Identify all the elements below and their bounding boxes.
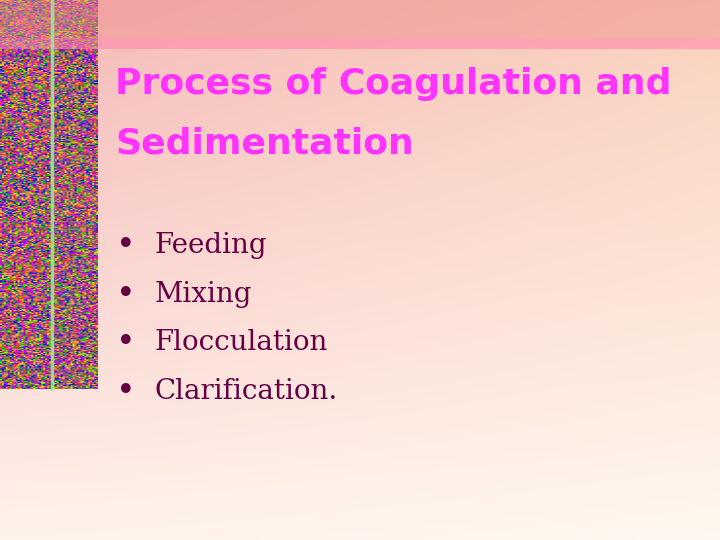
Text: Clarification.: Clarification.: [155, 378, 338, 405]
Bar: [0, 38, 720, 49]
Text: Sedimentation: Sedimentation: [115, 126, 414, 160]
Text: Mixing: Mixing: [155, 281, 252, 308]
Text: •: •: [116, 326, 136, 360]
Text: Feeding: Feeding: [155, 232, 267, 259]
Text: •: •: [116, 278, 136, 311]
Text: Flocculation: Flocculation: [155, 329, 328, 356]
Text: Process of Coagulation and: Process of Coagulation and: [115, 67, 672, 100]
Bar: [0, 0, 720, 38]
Text: •: •: [116, 375, 136, 408]
Text: •: •: [116, 229, 136, 262]
